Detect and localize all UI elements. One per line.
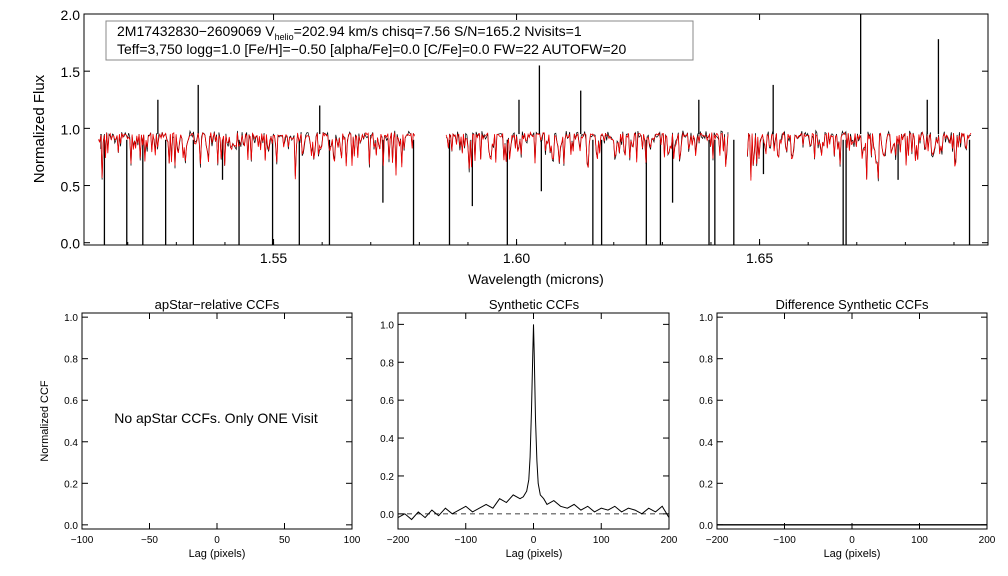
spectrum-x-label: Wavelength (microns) (468, 271, 604, 287)
synthetic-ccf-y-tick-label: 0.6 (380, 396, 394, 407)
synthetic-ccf-ticks: −200 −100 0 100 200 0.0 0.2 0.4 0.6 0.8 1.0 (380, 313, 678, 546)
synthetic-ccf-y-tick-label: 0.2 (380, 472, 394, 483)
synthetic-ccf-x-tick-label: −200 (387, 535, 410, 546)
difference-ccf-title: Difference Synthetic CCFs (776, 297, 929, 312)
apstar-ccf-ticks: −100 −50 0 50 100 0.0 0.2 0.4 0.6 0.8 1.0 (64, 313, 361, 546)
spectrum-y-tick-label: 0.5 (61, 179, 81, 195)
synthetic-ccf-x-label: Lag (pixels) (506, 548, 563, 560)
difference-ccf-x-tick-label: −200 (706, 535, 729, 546)
apstar-ccf-x-label: Lag (pixels) (189, 548, 246, 560)
difference-ccf-x-tick-label: 0 (849, 535, 855, 546)
spectrum-x-tick-label: 1.55 (260, 250, 287, 266)
apstar-ccf-x-tick-label: 0 (214, 535, 220, 546)
apstar-ccf-y-label: Normalized CCF (39, 380, 51, 462)
spectrum-y-tick-label: 2.0 (61, 7, 81, 23)
difference-ccf-x-tick-label: −100 (773, 535, 796, 546)
spectrum-ticks: 1.55 1.60 1.65 0.0 0.5 1.0 1.5 2.0 (61, 7, 988, 266)
synthetic-ccf-x-tick-label: 0 (531, 535, 537, 546)
spectrum-y-tick-label: 1.0 (61, 121, 81, 137)
difference-ccf-panel: −200 −100 0 100 200 0.0 0.2 0.4 0.6 0.8 1.0 Differ… (699, 297, 996, 560)
difference-ccf-y-tick-label: 0.6 (699, 396, 713, 407)
difference-ccf-x-tick-label: 200 (979, 535, 996, 546)
difference-ccf-y-tick-label: 0.4 (699, 438, 713, 449)
apstar-ccf-title: apStar−relative CCFs (155, 297, 280, 312)
model-spectrum-line (98, 131, 415, 180)
difference-ccf-y-tick-label: 1.0 (699, 313, 713, 324)
difference-ccf-y-tick-label: 0.2 (699, 479, 713, 490)
spectrum-traces (98, 14, 972, 245)
synthetic-ccf-x-tick-label: 200 (661, 535, 678, 546)
spectrum-x-tick-label: 1.65 (746, 250, 773, 266)
apstar-ccf-panel: −100 −50 0 50 100 0.0 0.2 0.4 0.6 0.8 1.0 apStar−r… (39, 297, 361, 560)
apstar-ccf-y-tick-label: 0.8 (64, 355, 78, 366)
difference-ccf-y-tick-label: 0.8 (699, 355, 713, 366)
synthetic-ccf-x-tick-label: 100 (593, 535, 610, 546)
apstar-ccf-x-tick-label: −50 (141, 535, 158, 546)
difference-ccf-y-tick-label: 0.0 (699, 521, 713, 532)
apstar-ccf-y-tick-label: 0.6 (64, 396, 78, 407)
info-box (105, 20, 694, 61)
difference-ccf-x-label: Lag (pixels) (824, 548, 881, 560)
difference-ccf-x-tick-label: 100 (911, 535, 928, 546)
difference-ccf-ticks: −200 −100 0 100 200 0.0 0.2 0.4 0.6 0.8 1.0 (699, 313, 996, 546)
synthetic-ccf-y-tick-label: 0.8 (380, 358, 394, 369)
spectrum-y-label: Normalized Flux (31, 74, 48, 183)
spectrum-y-tick-label: 0.0 (61, 236, 81, 252)
apstar-ccf-y-tick-label: 1.0 (64, 313, 78, 324)
synthetic-ccf-traces (398, 324, 669, 521)
apstar-ccf-y-tick-label: 0.0 (64, 521, 78, 532)
synthetic-ccf-y-tick-label: 1.0 (380, 320, 394, 331)
info-line1-suffix: =202.94 km/s chisq=7.56 S/N=165.2 Nvisit… (294, 23, 582, 39)
synthetic-ccf-panel: −200 −100 0 100 200 0.0 0.2 0.4 0.6 0.8 1.0 Synthe… (380, 297, 678, 560)
apstar-ccf-y-tick-label: 0.2 (64, 479, 78, 490)
apstar-ccf-x-tick-label: −100 (71, 535, 94, 546)
synthetic-ccf-line (398, 324, 669, 521)
info-line-1: 2M17432830−2609069 Vhelio=202.94 km/s ch… (117, 23, 582, 42)
model-spectrum-line (747, 131, 972, 181)
info-line1-prefix: 2M17432830−2609069 V (117, 23, 275, 39)
info-line1-subscript: helio (275, 32, 294, 42)
no-ccf-message: No apStar CCFs. Only ONE Visit (114, 410, 318, 426)
apstar-ccf-x-tick-label: 100 (344, 535, 361, 546)
spectrum-panel: 1.55 1.60 1.65 0.0 0.5 1.0 1.5 2.0 2M17432830−2… (31, 7, 989, 287)
spectrum-y-tick-label: 1.5 (61, 64, 81, 80)
apstar-ccf-y-tick-label: 0.4 (64, 438, 78, 449)
observed-spectrum-line (747, 129, 971, 182)
spectrum-frame (83, 13, 989, 246)
synthetic-ccf-x-tick-label: −100 (454, 535, 477, 546)
spectrum-x-tick-label: 1.60 (503, 250, 530, 266)
synthetic-ccf-y-tick-label: 0.4 (380, 434, 394, 445)
info-line-2: Teff=3,750 logg=1.0 [Fe/H]=−0.50 [alpha/… (117, 41, 626, 57)
synthetic-ccf-title: Synthetic CCFs (489, 297, 580, 312)
apstar-ccf-x-tick-label: 50 (279, 535, 291, 546)
model-spectrum-line (445, 131, 729, 169)
synthetic-ccf-y-tick-label: 0.0 (380, 510, 394, 521)
